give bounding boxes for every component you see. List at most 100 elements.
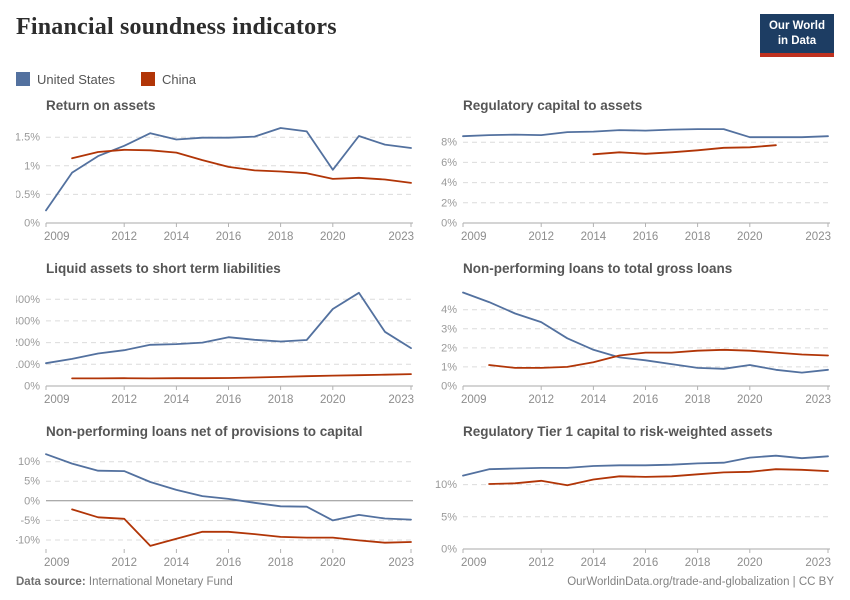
svg-text:2020: 2020 bbox=[320, 394, 346, 406]
svg-text:2009: 2009 bbox=[461, 231, 487, 243]
svg-text:2012: 2012 bbox=[528, 231, 554, 243]
svg-text:2020: 2020 bbox=[737, 394, 763, 406]
svg-text:2014: 2014 bbox=[581, 557, 607, 569]
chart-liquid-assets: Liquid assets to short term liabilities … bbox=[16, 261, 416, 411]
chart-liquid-assets-plot: 0% 100% 200% 300% 400% 2009 2012 2014 2016 2018 20… bbox=[16, 291, 414, 406]
svg-text:2009: 2009 bbox=[44, 231, 70, 243]
china-swatch-icon bbox=[141, 72, 156, 87]
chart-regulatory-capital-to-assets: Regulatory capital to assets 0% 2% 4% 6% 8% 2… bbox=[433, 98, 833, 248]
owid-logo-line1: Our World bbox=[768, 20, 825, 32]
svg-text:2014: 2014 bbox=[164, 557, 190, 569]
svg-text:2009: 2009 bbox=[44, 557, 70, 569]
svg-text:2%: 2% bbox=[441, 197, 457, 209]
svg-text:2023: 2023 bbox=[805, 394, 831, 406]
svg-text:2016: 2016 bbox=[216, 394, 242, 406]
svg-text:2012: 2012 bbox=[528, 557, 554, 569]
svg-text:2014: 2014 bbox=[164, 394, 190, 406]
header: Financial soundness indicators Our World… bbox=[0, 0, 850, 57]
chart-title: Non-performing loans net of provisions t… bbox=[46, 423, 363, 439]
svg-text:2020: 2020 bbox=[737, 557, 763, 569]
chart-npl-gross-loans: Non-performing loans to total gross loan… bbox=[433, 261, 833, 411]
svg-text:2009: 2009 bbox=[461, 394, 487, 406]
svg-text:2012: 2012 bbox=[111, 231, 137, 243]
chart-title: Regulatory Tier 1 capital to risk-weight… bbox=[463, 423, 773, 439]
owid-logo-line2: in Data bbox=[777, 34, 817, 47]
chart-npl-net-provisions: Non-performing loans net of provisions t… bbox=[16, 424, 416, 574]
svg-text:0.5%: 0.5% bbox=[16, 189, 40, 201]
svg-text:300%: 300% bbox=[16, 315, 40, 327]
svg-text:10%: 10% bbox=[18, 456, 40, 468]
chart-title: Regulatory capital to assets bbox=[463, 97, 643, 113]
chart-return-on-assets: Return on assets 0% 0.5% 1% 1.5% 2009 2012 201… bbox=[16, 98, 416, 248]
svg-text:0%: 0% bbox=[441, 217, 457, 229]
footer: Data source: International Monetary Fund… bbox=[0, 576, 850, 600]
chart-npl-gross-loans-plot: 0% 1% 2% 3% 4% 2009 2012 2014 2016 2018 2020 2023 bbox=[441, 291, 831, 406]
svg-text:1%: 1% bbox=[441, 361, 457, 373]
svg-text:2018: 2018 bbox=[268, 394, 294, 406]
svg-text:0%: 0% bbox=[24, 495, 40, 507]
svg-text:2023: 2023 bbox=[388, 557, 414, 569]
svg-text:5%: 5% bbox=[24, 476, 40, 488]
chart-title: Return on assets bbox=[46, 97, 156, 113]
data-source: Data source: International Monetary Fund bbox=[16, 576, 233, 588]
svg-text:2016: 2016 bbox=[633, 394, 659, 406]
svg-text:2014: 2014 bbox=[581, 394, 607, 406]
svg-text:2023: 2023 bbox=[805, 557, 831, 569]
svg-text:2014: 2014 bbox=[581, 231, 607, 243]
svg-text:2009: 2009 bbox=[461, 557, 487, 569]
united-states-swatch-icon bbox=[16, 72, 30, 87]
svg-text:6%: 6% bbox=[441, 157, 457, 169]
svg-text:2023: 2023 bbox=[388, 231, 414, 243]
svg-text:400%: 400% bbox=[16, 294, 40, 306]
svg-text:2023: 2023 bbox=[805, 231, 831, 243]
svg-text:8%: 8% bbox=[441, 137, 457, 149]
legend-item-china[interactable]: China bbox=[141, 72, 196, 87]
page-title: Financial soundness indicators bbox=[16, 14, 337, 40]
legend-item-united-states[interactable]: United States bbox=[16, 72, 115, 87]
svg-text:2012: 2012 bbox=[528, 394, 554, 406]
data-source-value: International Monetary Fund bbox=[88, 576, 233, 588]
svg-text:0%: 0% bbox=[24, 380, 40, 392]
svg-text:1.5%: 1.5% bbox=[16, 132, 40, 144]
svg-text:-10%: -10% bbox=[16, 534, 40, 546]
owid-logo[interactable]: Our World in Data bbox=[759, 14, 834, 57]
data-source-label: Data source: bbox=[16, 576, 86, 588]
credit: OurWorldinData.org/trade-and-globalizati… bbox=[567, 576, 834, 588]
svg-text:0%: 0% bbox=[441, 380, 457, 392]
svg-text:2018: 2018 bbox=[685, 231, 711, 243]
svg-text:2018: 2018 bbox=[685, 557, 711, 569]
svg-text:2012: 2012 bbox=[111, 394, 137, 406]
svg-text:2016: 2016 bbox=[216, 231, 242, 243]
svg-text:2016: 2016 bbox=[633, 557, 659, 569]
credit-license: | CC BY bbox=[789, 576, 834, 588]
svg-text:0%: 0% bbox=[441, 543, 457, 555]
svg-text:1%: 1% bbox=[24, 160, 40, 172]
svg-text:5%: 5% bbox=[441, 511, 457, 523]
svg-text:2018: 2018 bbox=[268, 557, 294, 569]
svg-text:4%: 4% bbox=[441, 304, 457, 316]
chart-return-on-assets-plot: 0% 0.5% 1% 1.5% 2009 2012 2014 2016 2018 2020 2023 bbox=[16, 126, 414, 243]
svg-text:2012: 2012 bbox=[111, 557, 137, 569]
svg-text:2018: 2018 bbox=[268, 231, 294, 243]
svg-text:2%: 2% bbox=[441, 342, 457, 354]
svg-text:2020: 2020 bbox=[320, 557, 346, 569]
svg-text:2009: 2009 bbox=[44, 394, 70, 406]
legend-label: United States bbox=[37, 71, 116, 87]
chart-tier1-capital: Regulatory Tier 1 capital to risk-weight… bbox=[433, 424, 833, 574]
svg-text:2020: 2020 bbox=[737, 231, 763, 243]
svg-text:2020: 2020 bbox=[320, 231, 346, 243]
legend-label: China bbox=[162, 71, 197, 87]
svg-text:2018: 2018 bbox=[685, 394, 711, 406]
svg-text:2016: 2016 bbox=[216, 557, 242, 569]
svg-text:100%: 100% bbox=[16, 359, 40, 371]
credit-link[interactable]: OurWorldinData.org/trade-and-globalizati… bbox=[567, 576, 790, 588]
svg-text:2023: 2023 bbox=[388, 394, 414, 406]
chart-title: Liquid assets to short term liabilities bbox=[46, 260, 281, 276]
svg-text:4%: 4% bbox=[441, 177, 457, 189]
svg-text:-5%: -5% bbox=[20, 515, 40, 527]
chart-npl-net-provisions-plot: -10% -5% 0% 5% 10% 2009 2012 2014 2016 2018 2020 20… bbox=[16, 453, 414, 569]
chart-title: Non-performing loans to total gross loan… bbox=[463, 260, 733, 276]
svg-text:2014: 2014 bbox=[164, 231, 190, 243]
charts-grid: Return on assets 0% 0.5% 1% 1.5% 2009 2012 201… bbox=[16, 98, 834, 574]
svg-text:200%: 200% bbox=[16, 337, 40, 349]
